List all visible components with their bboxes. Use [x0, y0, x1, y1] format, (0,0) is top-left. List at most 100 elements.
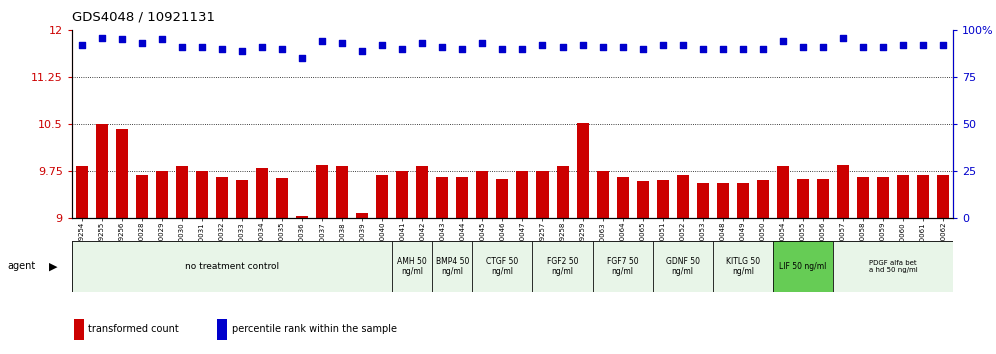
Bar [472, 241, 533, 292]
Point [775, 39, 791, 44]
Bar [116, 129, 127, 218]
Point [94, 35, 110, 40]
Point [815, 44, 831, 50]
Point [374, 42, 390, 48]
Bar [296, 216, 308, 218]
Bar [276, 178, 288, 218]
Point [274, 46, 290, 52]
Bar [476, 171, 488, 218]
Bar [656, 180, 668, 218]
Bar [533, 241, 593, 292]
Bar [857, 177, 870, 218]
Bar [717, 183, 729, 218]
Point [194, 44, 210, 50]
Bar [72, 241, 392, 292]
Point [615, 44, 630, 50]
Point [835, 35, 851, 40]
Bar [593, 241, 652, 292]
Bar [713, 241, 773, 292]
Bar [797, 179, 809, 218]
Point [755, 46, 771, 52]
Bar [76, 166, 88, 218]
Text: LIF 50 ng/ml: LIF 50 ng/ml [779, 262, 827, 271]
Bar [436, 177, 448, 218]
Bar [757, 180, 769, 218]
Bar [336, 166, 349, 218]
Text: AMH 50
ng/ml: AMH 50 ng/ml [397, 257, 427, 276]
Point [355, 48, 371, 53]
Point [515, 46, 531, 52]
Text: ▶: ▶ [49, 261, 58, 272]
Bar [357, 213, 369, 218]
Bar [636, 182, 648, 218]
Bar [597, 171, 609, 218]
Bar [496, 179, 508, 218]
Point [314, 39, 330, 44]
Text: agent: agent [7, 261, 35, 272]
Text: FGF7 50
ng/ml: FGF7 50 ng/ml [607, 257, 638, 276]
Bar [833, 241, 953, 292]
Bar [897, 175, 909, 218]
Point [555, 44, 571, 50]
Bar [217, 319, 227, 340]
Point [294, 55, 310, 61]
Point [895, 42, 911, 48]
Point [915, 42, 931, 48]
Point [74, 42, 90, 48]
Bar [877, 177, 889, 218]
Point [114, 37, 129, 42]
Point [474, 40, 490, 46]
Bar [456, 177, 468, 218]
Bar [652, 241, 713, 292]
Bar [537, 171, 549, 218]
Bar [135, 175, 147, 218]
Bar [392, 241, 432, 292]
Point [133, 40, 149, 46]
Bar [96, 124, 108, 218]
Text: percentile rank within the sample: percentile rank within the sample [232, 324, 396, 334]
Point [454, 46, 470, 52]
Point [214, 46, 230, 52]
Point [414, 40, 430, 46]
Bar [236, 180, 248, 218]
Bar [817, 179, 829, 218]
Point [595, 44, 611, 50]
Bar [196, 171, 208, 218]
Point [335, 40, 351, 46]
Bar [577, 122, 589, 218]
Bar [937, 175, 949, 218]
Bar [777, 166, 789, 218]
Point [795, 44, 811, 50]
Bar [176, 166, 188, 218]
Point [855, 44, 871, 50]
Point [394, 46, 410, 52]
Text: GDS4048 / 10921131: GDS4048 / 10921131 [72, 11, 215, 24]
Text: KITLG 50
ng/ml: KITLG 50 ng/ml [726, 257, 760, 276]
Point [174, 44, 190, 50]
Point [634, 46, 650, 52]
Bar [155, 171, 168, 218]
Bar [432, 241, 472, 292]
Point [935, 42, 951, 48]
Bar [557, 166, 569, 218]
Point [695, 46, 711, 52]
Text: transformed count: transformed count [89, 324, 179, 334]
Point [654, 42, 670, 48]
Bar [256, 168, 268, 218]
Bar [396, 171, 408, 218]
Bar [316, 165, 328, 218]
Bar [837, 165, 849, 218]
Point [715, 46, 731, 52]
Text: FGF2 50
ng/ml: FGF2 50 ng/ml [547, 257, 579, 276]
Point [434, 44, 450, 50]
Text: no treatment control: no treatment control [185, 262, 279, 271]
Point [494, 46, 510, 52]
Point [234, 48, 250, 53]
Bar [416, 166, 428, 218]
Bar [376, 175, 388, 218]
Bar [737, 183, 749, 218]
Bar [517, 171, 529, 218]
Point [535, 42, 551, 48]
Point [674, 42, 690, 48]
Point [875, 44, 891, 50]
